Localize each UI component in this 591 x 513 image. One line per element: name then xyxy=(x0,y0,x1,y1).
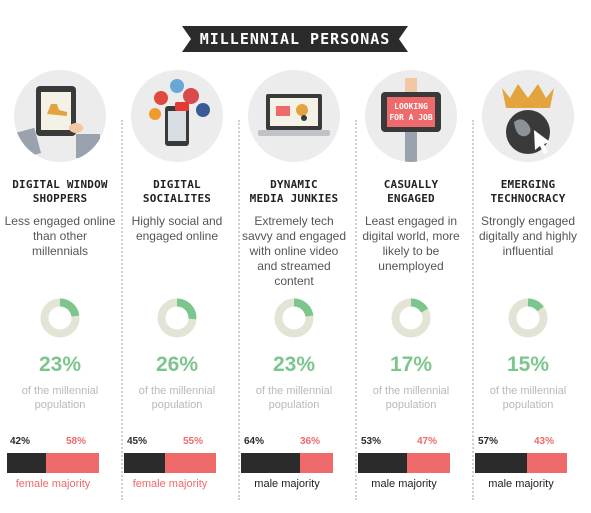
female-bar-segment xyxy=(527,453,567,473)
persona-description: Strongly engaged digitally and highly in… xyxy=(478,214,578,258)
title-banner xyxy=(182,26,408,52)
persona-column: LOOKING FOR A JOB CASUALLY ENGAGED Least … xyxy=(355,70,467,513)
male-bar-segment xyxy=(7,453,46,473)
persona-title: DIGITAL WINDOW SHOPPERS xyxy=(12,178,108,205)
gender-bar xyxy=(241,453,333,473)
male-percent: 53% xyxy=(361,436,382,447)
persona-description: Highly social and engaged online xyxy=(131,214,223,243)
persona-description: Least engaged in digital world, more lik… xyxy=(362,214,460,273)
donut-slice xyxy=(293,298,314,317)
male-percent: 57% xyxy=(478,436,499,447)
majority-label: male majority xyxy=(488,478,554,490)
female-percent: 43% xyxy=(534,436,555,447)
share-caption: of the millennial population xyxy=(21,385,99,411)
persona-description: Less engaged online than other millennia… xyxy=(4,214,116,258)
persona-column: DYNAMIC MEDIA JUNKIES Extremely tech savv… xyxy=(238,70,350,513)
sign-line-1: LOOKING xyxy=(394,102,428,111)
share-donut xyxy=(40,298,80,338)
share-caption: of the millennial population xyxy=(489,385,567,411)
persona-title: CASUALLY ENGAGED xyxy=(383,178,439,205)
gender-bar xyxy=(358,453,450,473)
male-bar-segment xyxy=(475,453,528,473)
female-bar-segment xyxy=(299,453,333,473)
social-media-phone-icon xyxy=(131,70,223,162)
persona-column: DIGITAL WINDOW SHOPPERS Less engaged onli… xyxy=(4,70,116,513)
column-divider xyxy=(121,120,123,500)
female-percent: 47% xyxy=(417,436,438,447)
share-donut xyxy=(157,298,197,338)
share-donut xyxy=(508,298,548,338)
persona-column: EMERGING TECHNOCRACY Strongly engaged dig… xyxy=(472,70,584,513)
majority-label: male majority xyxy=(371,478,437,490)
donut-slice xyxy=(176,298,197,320)
female-bar-segment xyxy=(406,453,450,473)
female-percent: 36% xyxy=(300,436,321,447)
share-donut xyxy=(391,298,431,338)
donut-slice xyxy=(59,298,80,317)
gender-bar xyxy=(475,453,567,473)
female-percent: 55% xyxy=(183,436,204,447)
female-bar-segment xyxy=(165,453,216,473)
share-caption: of the millennial population xyxy=(255,385,333,411)
share-percent: 15% xyxy=(506,353,550,376)
share-caption: of the millennial population xyxy=(138,385,216,411)
share-percent: 26% xyxy=(155,353,199,376)
share-percent: 23% xyxy=(272,353,316,376)
column-divider xyxy=(238,120,240,500)
male-percent: 42% xyxy=(10,436,31,447)
donut-slice xyxy=(410,298,429,313)
persona-title: EMERGING TECHNOCRACY xyxy=(490,178,566,205)
persona-column: DIGITAL SOCIALITES Highly social and enga… xyxy=(121,70,233,513)
gender-bar xyxy=(124,453,216,473)
donut-slice xyxy=(527,298,544,312)
male-bar-segment xyxy=(124,453,166,473)
laptop-media-icon xyxy=(248,70,340,162)
looking-for-job-sign-icon: LOOKING FOR A JOB xyxy=(365,70,457,162)
male-percent: 45% xyxy=(127,436,148,447)
share-caption: of the millennial population xyxy=(372,385,450,411)
share-donut xyxy=(274,298,314,338)
persona-title: DIGITAL SOCIALITES xyxy=(142,178,212,205)
column-divider xyxy=(355,120,357,500)
share-percent: 23% xyxy=(38,353,82,376)
share-percent: 17% xyxy=(389,353,433,376)
column-divider xyxy=(472,120,474,500)
persona-description: Extremely tech savvy and engaged with on… xyxy=(241,214,347,288)
crown-globe-icon xyxy=(482,70,574,162)
tablet-shopping-icon xyxy=(14,70,106,162)
page-title: MILLENNIAL PERSONAS xyxy=(199,30,391,48)
majority-label: female majority xyxy=(132,478,208,490)
female-bar-segment xyxy=(45,453,99,473)
majority-label: male majority xyxy=(254,478,320,490)
majority-label: female majority xyxy=(15,478,91,490)
gender-bar xyxy=(7,453,99,473)
sign-line-2: FOR A JOB xyxy=(389,113,433,122)
persona-title: DYNAMIC MEDIA JUNKIES xyxy=(249,178,339,205)
male-bar-segment xyxy=(241,453,300,473)
male-percent: 64% xyxy=(244,436,265,447)
male-bar-segment xyxy=(358,453,407,473)
female-percent: 58% xyxy=(66,436,87,447)
